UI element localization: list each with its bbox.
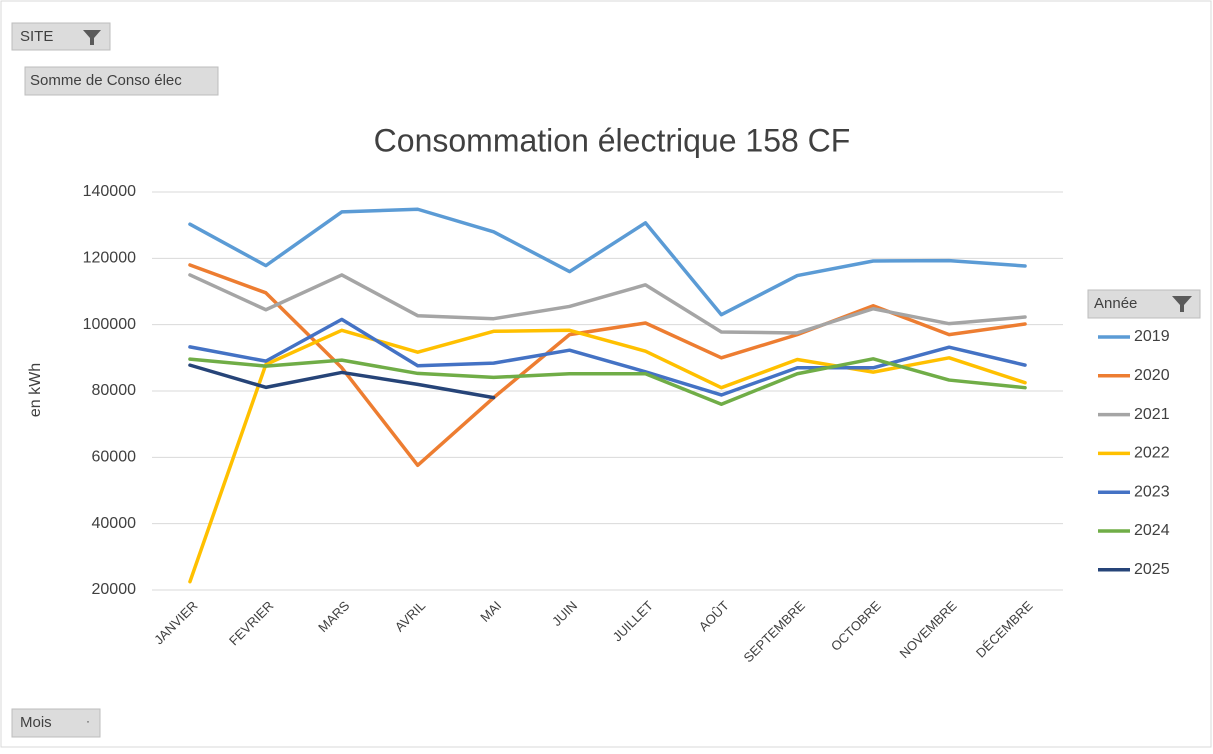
filter-icon	[1172, 296, 1192, 312]
axis-field-button[interactable]	[11, 708, 101, 738]
y-tick-label: 60000	[92, 449, 137, 466]
legend-label: 2022	[1134, 445, 1170, 462]
series-line	[188, 363, 496, 400]
legend-label: 2025	[1134, 561, 1170, 578]
y-tick-label: 20000	[92, 581, 137, 598]
legend-label: 2024	[1134, 522, 1170, 539]
y-tick-label: 80000	[92, 382, 137, 399]
legend-label: 2019	[1134, 328, 1170, 345]
series-line	[188, 328, 1027, 584]
y-axis-label: en kWh	[27, 363, 44, 417]
series-line	[188, 317, 1027, 397]
series-line	[188, 357, 1027, 407]
dropdown-icon[interactable]: ·	[86, 714, 90, 728]
series-line	[188, 273, 1027, 335]
legend-title: Année	[1094, 295, 1137, 312]
legend-label: 2020	[1134, 367, 1170, 384]
filter-icon	[83, 30, 101, 45]
y-tick-label: 40000	[92, 515, 137, 532]
series-line	[188, 207, 1027, 317]
y-tick-label: 100000	[83, 316, 136, 333]
y-tick-label: 140000	[83, 183, 136, 200]
axis-field-label: Mois	[20, 714, 52, 731]
y-tick-label: 120000	[83, 250, 136, 267]
value-field-label: Somme de Conso élec	[30, 72, 182, 89]
chart-title: Consommation électrique 158 CF	[374, 122, 851, 158]
legend-label: 2023	[1134, 483, 1170, 500]
legend-label: 2021	[1134, 406, 1170, 423]
filter-label: SITE	[20, 28, 53, 45]
value-field-button[interactable]	[24, 66, 219, 96]
